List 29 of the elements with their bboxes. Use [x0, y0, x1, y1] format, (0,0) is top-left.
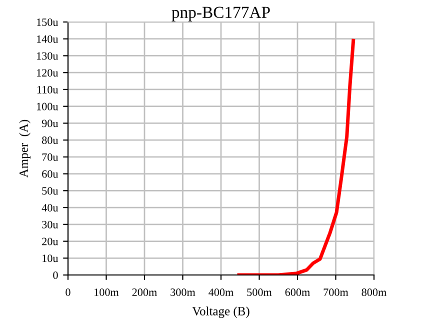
y-tick-label: 90u: [42, 120, 58, 128]
y-tick-label: 80u: [42, 136, 58, 144]
x-tick-label: 800m: [362, 288, 386, 296]
x-tick-label: 400m: [208, 288, 234, 296]
y-tick-label: 70u: [42, 153, 58, 161]
line-series: [237, 38, 356, 275]
y-tick-label: 120u: [37, 69, 58, 77]
y-tick-label: 30u: [42, 220, 58, 228]
x-axis-title: Voltage (B): [192, 306, 250, 318]
y-axis-title: Amper (A): [19, 120, 30, 178]
y-tick-label: 110u: [37, 86, 58, 94]
y-tick-label: 100u: [37, 102, 58, 110]
x-tick-label: 300m: [170, 288, 196, 296]
y-tick-label: 40u: [42, 204, 58, 212]
chart-title: pnp-BC177AP: [172, 6, 270, 22]
y-tick-label: 150u: [37, 18, 58, 26]
x-tick-label: 0: [66, 288, 70, 296]
x-tick-label: 700m: [324, 288, 348, 296]
x-tick-label: 100m: [94, 288, 119, 296]
x-tick-label: 600m: [285, 288, 310, 296]
y-tick-label: 20u: [42, 238, 58, 246]
y-tick-label: 130u: [37, 52, 58, 60]
y-tick-label: 10u: [42, 254, 58, 262]
x-tick-label: 500m: [247, 288, 272, 296]
x-tick-label: 200m: [132, 288, 157, 296]
y-tick-label: 0: [53, 271, 58, 279]
y-tick-label: 60u: [42, 170, 58, 178]
y-tick-label: 50u: [42, 187, 58, 195]
y-tick-label: 140u: [37, 35, 58, 43]
